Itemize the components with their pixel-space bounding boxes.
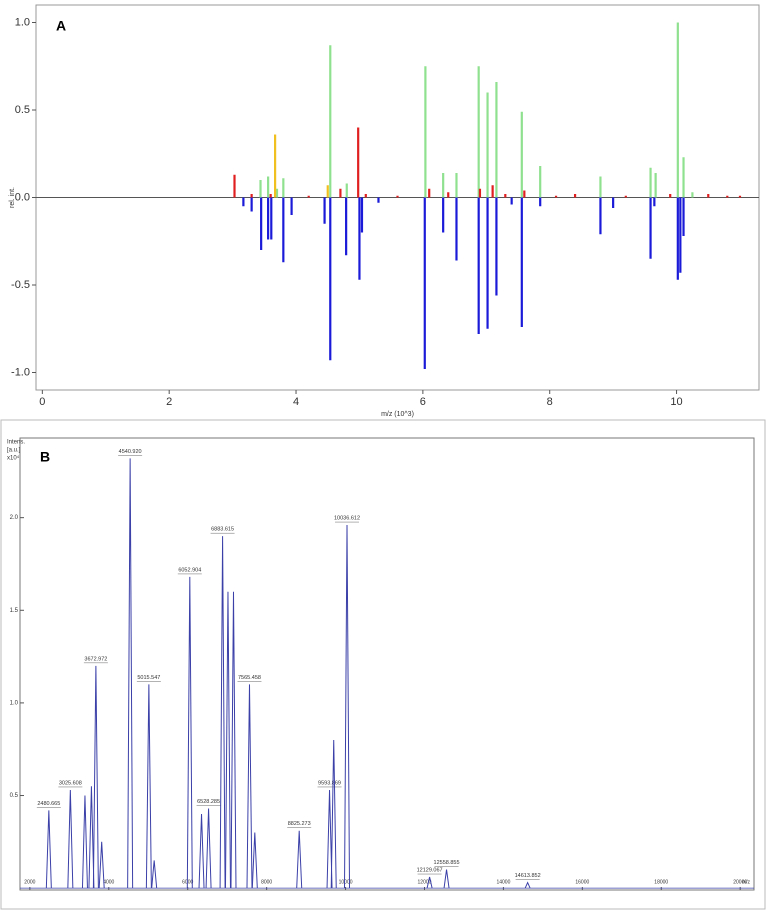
peak-label: 6883.615	[211, 527, 234, 533]
y-axis-label: rel. int.	[9, 187, 16, 208]
x-tick-label: 8000	[261, 879, 272, 885]
x-axis-label: m/z (10^3)	[381, 411, 414, 418]
y-tick-label: 0.5	[10, 793, 19, 799]
peak	[186, 576, 193, 889]
peak-label: 8825.273	[288, 821, 311, 827]
peak-label: 14613.852	[515, 873, 541, 879]
peak-label: 12558.855	[434, 860, 460, 866]
y-tick-label: 1.0	[10, 700, 19, 706]
x-tick-label: 16000	[575, 879, 589, 885]
peak-label: 12129.067	[417, 867, 443, 873]
peak-label: 9593.869	[318, 780, 341, 786]
peak	[88, 786, 95, 889]
peak	[145, 684, 152, 889]
peak-label: 5015.547	[137, 675, 160, 681]
peak-label: 10036.612	[334, 516, 360, 522]
peak	[344, 525, 351, 889]
peak	[524, 881, 531, 889]
x-tick-label: 2000	[24, 879, 35, 885]
peak	[230, 591, 237, 889]
y-axis-label: x10⁴	[7, 455, 20, 462]
peak-label: 7565.458	[238, 675, 261, 681]
peak	[151, 860, 158, 889]
peak	[426, 876, 433, 889]
y-tick-label: 2.0	[10, 515, 19, 521]
x-tick-label: 12000	[418, 879, 432, 885]
peak-label: 3672.972	[84, 656, 107, 662]
x-tick-label: 4	[293, 396, 299, 408]
x-tick-label: 6	[420, 396, 426, 408]
x-tick-label: 4000	[103, 879, 114, 885]
x-tick-label: 0	[39, 396, 45, 408]
x-tick-label: 18000	[654, 879, 668, 885]
peak-label: 6052.904	[178, 567, 201, 573]
peak	[127, 458, 134, 889]
peak	[251, 832, 258, 889]
x-tick-label: 8	[547, 396, 553, 408]
peak-label: 3025.608	[59, 780, 82, 786]
peak	[296, 830, 303, 889]
y-axis-label: [a.u.]	[7, 448, 21, 454]
peak-label: 4540.920	[119, 449, 142, 455]
x-tick-label: 10000	[339, 879, 353, 885]
peak	[67, 789, 74, 889]
peak	[98, 841, 105, 889]
peak	[92, 665, 99, 889]
panel-b-window	[0, 419, 766, 910]
panel-label: A	[56, 18, 66, 34]
peak	[45, 810, 52, 889]
peak	[198, 814, 205, 889]
peak	[326, 789, 333, 889]
y-tick-label: 1.0	[15, 16, 30, 28]
peak	[246, 684, 253, 889]
peak	[443, 869, 450, 889]
peak	[205, 808, 212, 889]
y-tick-label: 0.5	[15, 104, 30, 116]
plot-frame	[19, 437, 755, 891]
peak	[81, 795, 88, 889]
y-tick-label: -0.5	[11, 279, 30, 291]
x-tick-label: 2	[166, 396, 172, 408]
peak	[224, 591, 231, 889]
y-tick-label: -1.0	[11, 366, 30, 378]
peak	[330, 739, 337, 889]
peak-label: 2480.665	[37, 801, 60, 807]
peak-label: 6528.285	[197, 799, 220, 805]
x-tick-label: 14000	[496, 879, 510, 885]
x-tick-label: 20000	[733, 879, 747, 885]
y-axis-label: Intens.	[7, 440, 25, 446]
panel-label: B	[40, 449, 50, 465]
x-tick-label: 10	[670, 396, 682, 408]
y-tick-label: 0.0	[15, 191, 30, 203]
y-tick-label: 1.5	[10, 608, 19, 614]
x-axis-label: m/z	[742, 879, 751, 885]
peak	[219, 536, 226, 889]
